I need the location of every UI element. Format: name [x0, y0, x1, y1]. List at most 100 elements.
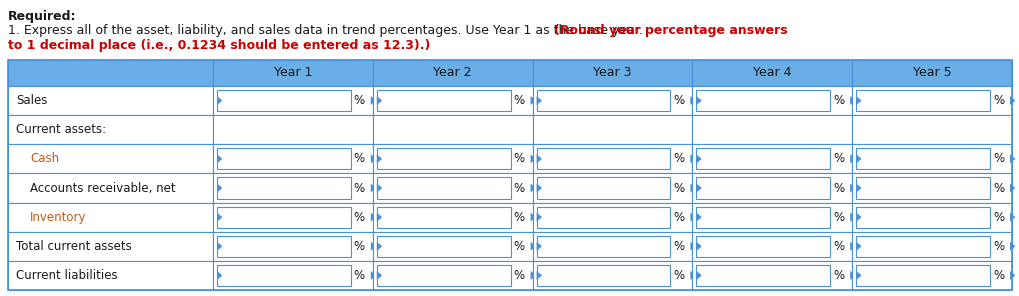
Text: %: % — [514, 211, 524, 224]
Polygon shape — [217, 184, 222, 192]
Polygon shape — [690, 184, 695, 192]
Text: Current liabilities: Current liabilities — [16, 269, 117, 282]
Polygon shape — [855, 213, 861, 222]
Text: %: % — [833, 269, 844, 282]
Text: %: % — [993, 211, 1003, 224]
Bar — [376, 207, 511, 228]
Bar — [851, 144, 1011, 173]
Bar — [851, 86, 1011, 115]
Polygon shape — [690, 213, 695, 222]
Bar — [692, 60, 851, 86]
Bar — [8, 232, 213, 261]
Bar — [213, 86, 372, 115]
Text: %: % — [673, 269, 684, 282]
Bar — [8, 202, 213, 232]
Text: Accounts receivable, net: Accounts receivable, net — [30, 181, 175, 194]
Bar — [696, 148, 829, 169]
Bar — [696, 207, 829, 228]
Text: Total current assets: Total current assets — [16, 240, 131, 253]
Text: %: % — [993, 181, 1003, 194]
Bar — [692, 202, 851, 232]
Polygon shape — [376, 154, 382, 163]
Bar — [372, 202, 532, 232]
Bar — [851, 60, 1011, 86]
Polygon shape — [376, 96, 382, 105]
Text: %: % — [833, 211, 844, 224]
Text: %: % — [673, 94, 684, 107]
Bar — [217, 90, 351, 111]
Text: Sales: Sales — [16, 94, 47, 107]
Polygon shape — [536, 184, 541, 192]
Polygon shape — [850, 271, 855, 280]
Bar — [855, 265, 989, 286]
Text: %: % — [354, 240, 365, 253]
Polygon shape — [1009, 184, 1014, 192]
Bar — [692, 232, 851, 261]
Text: to 1 decimal place (i.e., 0.1234 should be entered as 12.3).): to 1 decimal place (i.e., 0.1234 should … — [8, 39, 430, 52]
Polygon shape — [530, 154, 535, 163]
Polygon shape — [536, 154, 541, 163]
Text: %: % — [354, 152, 365, 165]
Text: 1. Express all of the asset, liability, and sales data in trend percentages. Use: 1. Express all of the asset, liability, … — [8, 24, 646, 37]
Polygon shape — [855, 154, 861, 163]
Polygon shape — [690, 271, 695, 280]
Text: %: % — [833, 152, 844, 165]
Bar — [213, 60, 372, 86]
Text: Required:: Required: — [8, 10, 76, 23]
Bar — [8, 60, 1011, 86]
Polygon shape — [855, 271, 861, 280]
Polygon shape — [376, 271, 382, 280]
Polygon shape — [371, 154, 376, 163]
Bar — [851, 261, 1011, 290]
Bar — [217, 236, 351, 257]
Bar — [376, 236, 511, 257]
Bar — [855, 236, 989, 257]
Text: (Round your percentage answers: (Round your percentage answers — [553, 24, 787, 37]
Text: Year 5: Year 5 — [912, 67, 951, 80]
Bar — [851, 232, 1011, 261]
Text: Inventory: Inventory — [30, 211, 87, 224]
Polygon shape — [696, 213, 701, 222]
Bar — [692, 115, 851, 144]
Polygon shape — [536, 271, 541, 280]
Polygon shape — [1009, 96, 1014, 105]
Polygon shape — [376, 242, 382, 251]
Bar — [536, 265, 669, 286]
Text: Current assets:: Current assets: — [16, 123, 106, 136]
Bar — [532, 144, 692, 173]
Bar — [372, 232, 532, 261]
Polygon shape — [217, 154, 222, 163]
Polygon shape — [217, 96, 222, 105]
Bar — [376, 177, 511, 199]
Text: %: % — [514, 94, 524, 107]
Text: %: % — [354, 181, 365, 194]
Polygon shape — [217, 242, 222, 251]
Polygon shape — [530, 271, 535, 280]
Bar — [692, 144, 851, 173]
Polygon shape — [530, 184, 535, 192]
Polygon shape — [371, 213, 376, 222]
Polygon shape — [696, 154, 701, 163]
Polygon shape — [371, 271, 376, 280]
Polygon shape — [690, 154, 695, 163]
Text: %: % — [514, 240, 524, 253]
Polygon shape — [850, 242, 855, 251]
Bar — [855, 207, 989, 228]
Bar — [855, 90, 989, 111]
Text: %: % — [673, 181, 684, 194]
Bar — [692, 173, 851, 202]
Text: %: % — [514, 269, 524, 282]
Bar — [692, 261, 851, 290]
Polygon shape — [850, 184, 855, 192]
Bar — [8, 115, 213, 144]
Bar — [213, 202, 372, 232]
Polygon shape — [850, 154, 855, 163]
Bar — [855, 177, 989, 199]
Bar — [692, 86, 851, 115]
Bar — [372, 60, 532, 86]
Text: %: % — [993, 240, 1003, 253]
Polygon shape — [855, 96, 861, 105]
Bar — [217, 177, 351, 199]
Polygon shape — [690, 96, 695, 105]
Text: Year 1: Year 1 — [273, 67, 312, 80]
